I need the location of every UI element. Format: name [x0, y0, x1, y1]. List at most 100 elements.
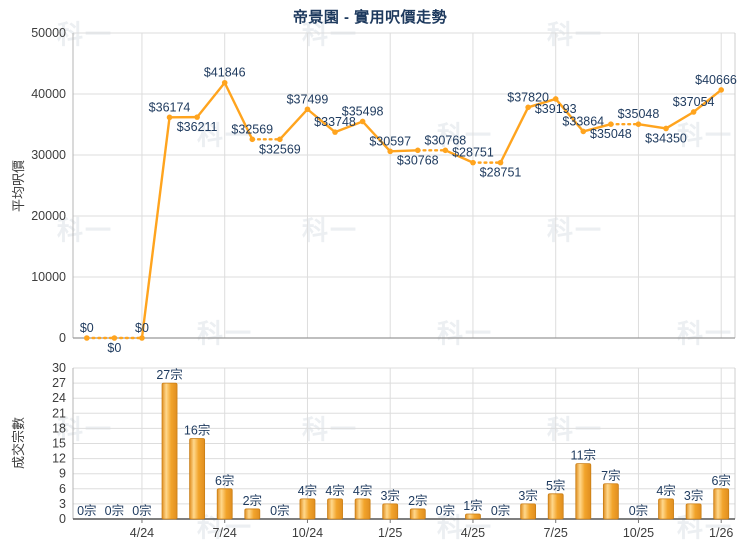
x-tick-label: 4/24	[130, 526, 154, 540]
x-tick-label: 1/25	[378, 526, 402, 540]
price-point-label: $35048	[590, 127, 632, 141]
price-line-segment	[223, 81, 254, 141]
volume-bar	[161, 382, 178, 520]
price-line-segment	[361, 120, 392, 153]
volume-ytick-label: 30	[52, 361, 66, 375]
price-line-segment	[444, 149, 475, 164]
price-line-segment	[195, 81, 226, 119]
price-point-label: $35048	[618, 107, 660, 121]
volume-bar	[713, 488, 730, 520]
volume-bar	[685, 503, 702, 520]
watermark: 科一	[676, 318, 734, 349]
watermark: 科一	[56, 19, 114, 50]
price-point-marker	[83, 335, 90, 341]
bar-value-label: 3宗	[518, 488, 537, 503]
volume-bar	[382, 503, 399, 520]
price-line-segment	[389, 149, 419, 153]
volume-ytick-label: 21	[52, 406, 66, 420]
price-line-segment	[692, 88, 723, 114]
bar-value-label: 4宗	[298, 483, 317, 498]
price-point-marker	[608, 121, 614, 128]
volume-ytick-label: 12	[52, 452, 66, 466]
volume-ytick-label: 9	[59, 467, 66, 481]
watermark: 科一	[301, 19, 359, 50]
price-line-segment	[637, 123, 668, 130]
price-line-segment	[306, 108, 337, 134]
price-line-segment	[333, 120, 364, 134]
price-ytick-label: 10000	[31, 270, 66, 284]
volume-bar	[520, 503, 537, 520]
volume-bar	[465, 513, 481, 520]
x-tick-label: 10/25	[623, 526, 654, 540]
price-line-segment	[526, 97, 557, 109]
volume-ytick-label: 3	[59, 497, 66, 511]
bar-value-label: 0宗	[77, 503, 96, 518]
price-point-marker	[387, 148, 394, 155]
price-point-marker	[718, 87, 725, 93]
volume-bar	[189, 438, 206, 520]
bar-value-label: 5宗	[546, 478, 565, 493]
price-point-label: $30768	[397, 153, 439, 167]
bar-value-label: 2宗	[243, 493, 262, 508]
price-point-marker	[690, 109, 697, 115]
price-point-marker	[332, 129, 338, 135]
watermark: 科一	[301, 414, 359, 445]
price-line-segment	[582, 123, 613, 133]
price-line-segment	[499, 106, 530, 164]
volume-bar	[244, 508, 261, 520]
price-point-label: $40666	[695, 73, 737, 87]
bar-value-label: 16宗	[184, 422, 210, 437]
price-point-marker	[221, 79, 228, 86]
price-ytick-label: 20000	[31, 209, 66, 223]
volume-ytick-label: 0	[59, 512, 66, 526]
watermark: 科一	[56, 414, 114, 445]
price-point-marker	[470, 159, 476, 166]
bar-value-label: 11宗	[571, 448, 596, 463]
volume-bar	[216, 488, 233, 520]
price-line-segment	[140, 116, 171, 340]
price-point-label: $0	[107, 341, 121, 355]
watermark: 科一	[56, 215, 114, 246]
bar-value-label: 0宗	[132, 503, 151, 518]
x-tick-label: 1/26	[709, 526, 733, 540]
price-point-marker	[442, 147, 449, 154]
price-line-segment	[554, 97, 585, 133]
price-point-label: $37054	[673, 95, 715, 109]
price-ytick-label: 40000	[31, 87, 66, 101]
price-point-marker	[525, 104, 531, 111]
price-point-label: $32569	[259, 142, 301, 156]
bar-value-label: 7宗	[601, 468, 620, 483]
watermark: 科一	[676, 120, 734, 151]
price-ytick-label: 0	[59, 331, 66, 345]
volume-bar	[409, 508, 426, 520]
bar-value-label: 0宗	[105, 503, 124, 518]
volume-bar	[602, 483, 619, 520]
bar-value-label: 27宗	[156, 367, 182, 382]
bar-value-label: 6宗	[711, 473, 730, 488]
price-point-label: $0	[135, 321, 149, 335]
price-point-marker	[194, 114, 200, 120]
bar-value-label: 1宗	[463, 498, 482, 513]
price-point-label: $36211	[177, 120, 218, 134]
x-tick-label: 7/24	[213, 526, 237, 540]
price-point-label: $33748	[314, 115, 356, 129]
price-point-label: $37499	[287, 92, 329, 106]
volume-bar	[658, 498, 674, 520]
price-ytick-label: 50000	[31, 26, 66, 40]
price-point-label: $41846	[204, 66, 246, 80]
watermark: 科一	[436, 120, 494, 151]
volume-ytick-label: 15	[52, 437, 66, 451]
watermark: 科一	[436, 318, 494, 349]
bar-value-label: 6宗	[215, 473, 234, 488]
price-point-marker	[359, 118, 366, 125]
price-point-marker	[304, 106, 311, 113]
bar-value-label: 0宗	[270, 503, 289, 518]
volume-bar	[547, 493, 564, 520]
price-point-label: $28751	[480, 166, 522, 180]
bar-value-label: 0宗	[491, 503, 510, 518]
price-line-segment	[278, 108, 309, 141]
volume-ytick-label: 27	[52, 376, 66, 390]
price-point-marker	[580, 128, 587, 135]
